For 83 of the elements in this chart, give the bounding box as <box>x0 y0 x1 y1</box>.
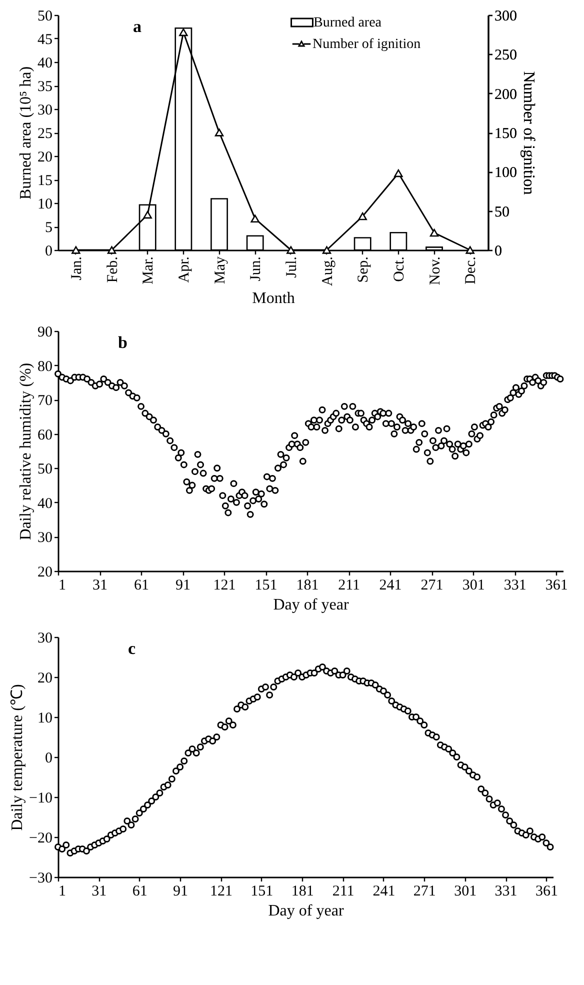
y-tick-label: 50 <box>38 462 52 478</box>
y-tick-label: −20 <box>29 830 52 846</box>
x-tick-label: 301 <box>462 578 485 594</box>
x-tick-label: Dec. <box>463 256 480 284</box>
annotation: a <box>133 17 142 36</box>
y-tick-label: 30 <box>38 630 52 646</box>
x-tick-label: 61 <box>132 884 148 900</box>
y-tick-label: −30 <box>29 870 52 886</box>
y-axis-title: Burned area (10⁵ ha) <box>18 66 34 200</box>
x-tick-label: 271 <box>420 578 444 594</box>
x-tick-label: 241 <box>372 884 396 900</box>
x-tick-label: 1 <box>58 578 66 594</box>
x-tick-label: 361 <box>545 578 568 594</box>
y2-tick-label: 250 <box>494 48 517 64</box>
y-tick-label: 10 <box>38 710 52 726</box>
x-tick-label: May <box>212 256 228 284</box>
y-tick-label: 0 <box>45 244 52 260</box>
x-tick-label: 31 <box>92 578 108 594</box>
annotation: c <box>128 639 136 658</box>
x-tick-label: 331 <box>494 884 518 900</box>
x-tick-label: 31 <box>92 884 107 900</box>
x-axis-title: Month <box>252 290 295 308</box>
x-tick-label: 331 <box>504 578 526 594</box>
y2-tick-label: 200 <box>494 86 517 103</box>
x-tick-label: 91 <box>176 578 191 594</box>
y-tick-label: 0 <box>45 750 52 766</box>
x-tick-label: 361 <box>535 884 558 900</box>
y-axis-title: Daily temperature (℃) <box>9 684 26 831</box>
y-tick-label: 45 <box>38 32 52 48</box>
x-tick-label: Nov. <box>427 256 444 286</box>
x-tick-label: 241 <box>379 578 402 594</box>
y-tick-label: 40 <box>38 496 52 512</box>
y-tick-label: 40 <box>38 56 52 72</box>
y-axis-title: Daily relative humidity (%) <box>18 362 34 540</box>
y-tick-label: 15 <box>38 173 52 189</box>
x-tick-label: 151 <box>250 884 274 900</box>
x-tick-label: 211 <box>338 578 360 594</box>
x-tick-label: Jul. <box>284 256 300 278</box>
x-tick-label: 121 <box>213 578 236 594</box>
y-tick-label: 80 <box>38 358 52 375</box>
annotation: b <box>118 333 128 352</box>
x-tick-label: 301 <box>454 884 477 900</box>
y-tick-label: 70 <box>38 393 52 410</box>
x-tick-label: 121 <box>210 884 232 900</box>
x-tick-label: 1 <box>58 884 66 900</box>
x-tick-label: Feb. <box>104 256 121 283</box>
x-tick-label: Aug. <box>320 256 336 286</box>
y2-tick-label: 100 <box>494 165 517 182</box>
y-tick-label: 10 <box>38 196 52 212</box>
y2-tick-label: 0 <box>494 244 502 260</box>
x-tick-label: 271 <box>413 884 436 900</box>
y2-axis-title: Number of ignition <box>520 71 537 195</box>
x-tick-label: 91 <box>173 884 188 900</box>
x-tick-label: 61 <box>134 578 150 594</box>
legend-label: Number of ignition <box>312 37 421 52</box>
y2-tick-label: 150 <box>494 126 517 142</box>
y-tick-label: 30 <box>38 530 52 546</box>
y-tick-label: 35 <box>38 79 52 95</box>
y-tick-label: 30 <box>38 102 52 118</box>
x-tick-label: 181 <box>291 884 314 900</box>
y-tick-label: 5 <box>45 220 52 236</box>
x-tick-label: Jun. <box>248 256 264 282</box>
x-tick-label: Oct. <box>391 256 408 282</box>
x-axis-title: Day of year <box>268 902 344 920</box>
y-tick-label: 20 <box>38 150 52 166</box>
y2-tick-label: 50 <box>494 204 510 220</box>
x-tick-label: 211 <box>332 884 354 900</box>
x-tick-label: Sep. <box>356 256 372 283</box>
x-tick-label: Mar. <box>140 256 157 284</box>
x-tick-label: 151 <box>254 578 278 594</box>
legend-label: Burned area <box>314 16 382 30</box>
y2-tick-label: 300 <box>494 8 517 24</box>
y-tick-label: 90 <box>38 324 52 340</box>
y-tick-label: −10 <box>29 790 52 806</box>
y-tick-label: 60 <box>38 427 52 444</box>
x-tick-label: 181 <box>296 578 319 594</box>
y-tick-label: 25 <box>38 126 52 142</box>
x-tick-label: Apr. <box>176 256 192 283</box>
y-tick-label: 50 <box>38 8 52 24</box>
x-tick-label: Jan. <box>68 256 85 280</box>
x-axis-title: Day of year <box>273 596 350 614</box>
y-tick-label: 20 <box>38 564 52 580</box>
y-tick-label: 20 <box>38 670 52 686</box>
